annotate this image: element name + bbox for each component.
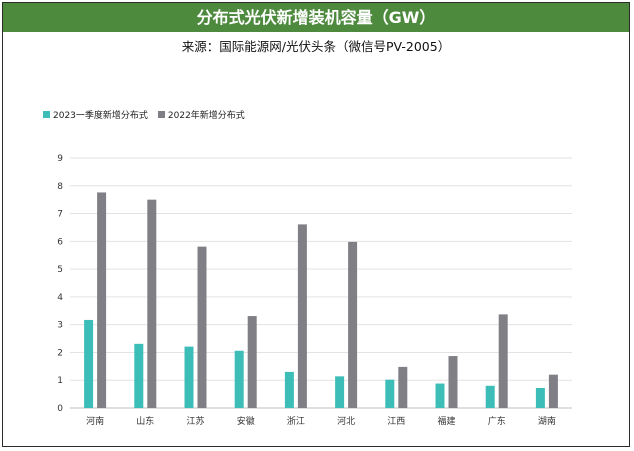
- x-tick-label-3: 安徽: [237, 415, 255, 427]
- y-tick-label-3: 3: [57, 321, 63, 331]
- x-tick-label-2: 江苏: [186, 415, 204, 427]
- bar-2023q1-1: [134, 343, 144, 408]
- bar-2023q1-5: [335, 376, 345, 408]
- legend-label-2022: 2022年新增分布式: [167, 110, 245, 121]
- bar-2023q1-4: [284, 371, 294, 408]
- x-tick-label-1: 山东: [136, 415, 154, 427]
- x-tick-label-8: 广东: [488, 415, 506, 427]
- bar-2023q1-8: [485, 385, 495, 408]
- bar-2022-2: [197, 246, 207, 408]
- chart-subtitle: 来源：国际能源网/光伏头条（微信号PV-2005）: [181, 39, 451, 54]
- x-tick-label-4: 浙江: [287, 415, 305, 427]
- legend-swatch-2023q1: [43, 110, 50, 118]
- bar-2022-6: [398, 366, 408, 408]
- x-tick-label-7: 福建: [437, 415, 455, 427]
- legend-swatch-2022: [157, 110, 165, 118]
- chart-frame: 分布式光伏新增装机容量（GW） 来源：国际能源网/光伏头条（微信号PV-2005…: [2, 2, 630, 447]
- y-tick-label-9: 9: [57, 154, 63, 164]
- bar-2023q1-7: [435, 383, 445, 408]
- chart-legend: 2023一季度新增分布式 2022年新增分布式: [43, 107, 255, 121]
- bar-2022-1: [147, 199, 157, 408]
- bar-2023q1-2: [184, 346, 194, 408]
- y-tick-label-0: 0: [57, 404, 63, 414]
- y-tick-label-2: 2: [57, 348, 63, 358]
- x-tick-label-6: 江西: [387, 416, 405, 427]
- legend-label-2023q1: 2023一季度新增分布式: [53, 110, 148, 121]
- bar-2022-4: [297, 224, 307, 408]
- x-tick-label-9: 湖南: [538, 415, 556, 427]
- y-tick-label-7: 7: [57, 210, 63, 220]
- x-tick-label-5: 河北: [337, 415, 355, 427]
- x-tick-label-0: 河南: [86, 415, 104, 427]
- y-tick-label-1: 1: [57, 376, 63, 386]
- y-tick-label-8: 8: [57, 182, 63, 192]
- bar-2023q1-6: [385, 379, 395, 408]
- bar-2022-9: [548, 374, 558, 408]
- y-tick-label-4: 4: [57, 293, 63, 303]
- legend-item-2023q1: 2023一季度新增分布式: [43, 108, 148, 121]
- y-tick-label-6: 6: [57, 237, 63, 247]
- chart-title: 分布式光伏新增装机容量（GW）: [3, 3, 629, 32]
- bar-2023q1-0: [84, 319, 94, 408]
- bar-2022-0: [97, 192, 107, 408]
- bar-2023q1-3: [234, 350, 244, 408]
- bar-2022-5: [348, 241, 358, 408]
- bar-2022-8: [498, 314, 508, 408]
- bar-2022-3: [247, 316, 257, 408]
- y-tick-label-5: 5: [57, 265, 63, 275]
- bar-2022-7: [448, 356, 458, 408]
- legend-item-2022: 2022年新增分布式: [157, 108, 245, 121]
- bar-2023q1-9: [535, 388, 545, 408]
